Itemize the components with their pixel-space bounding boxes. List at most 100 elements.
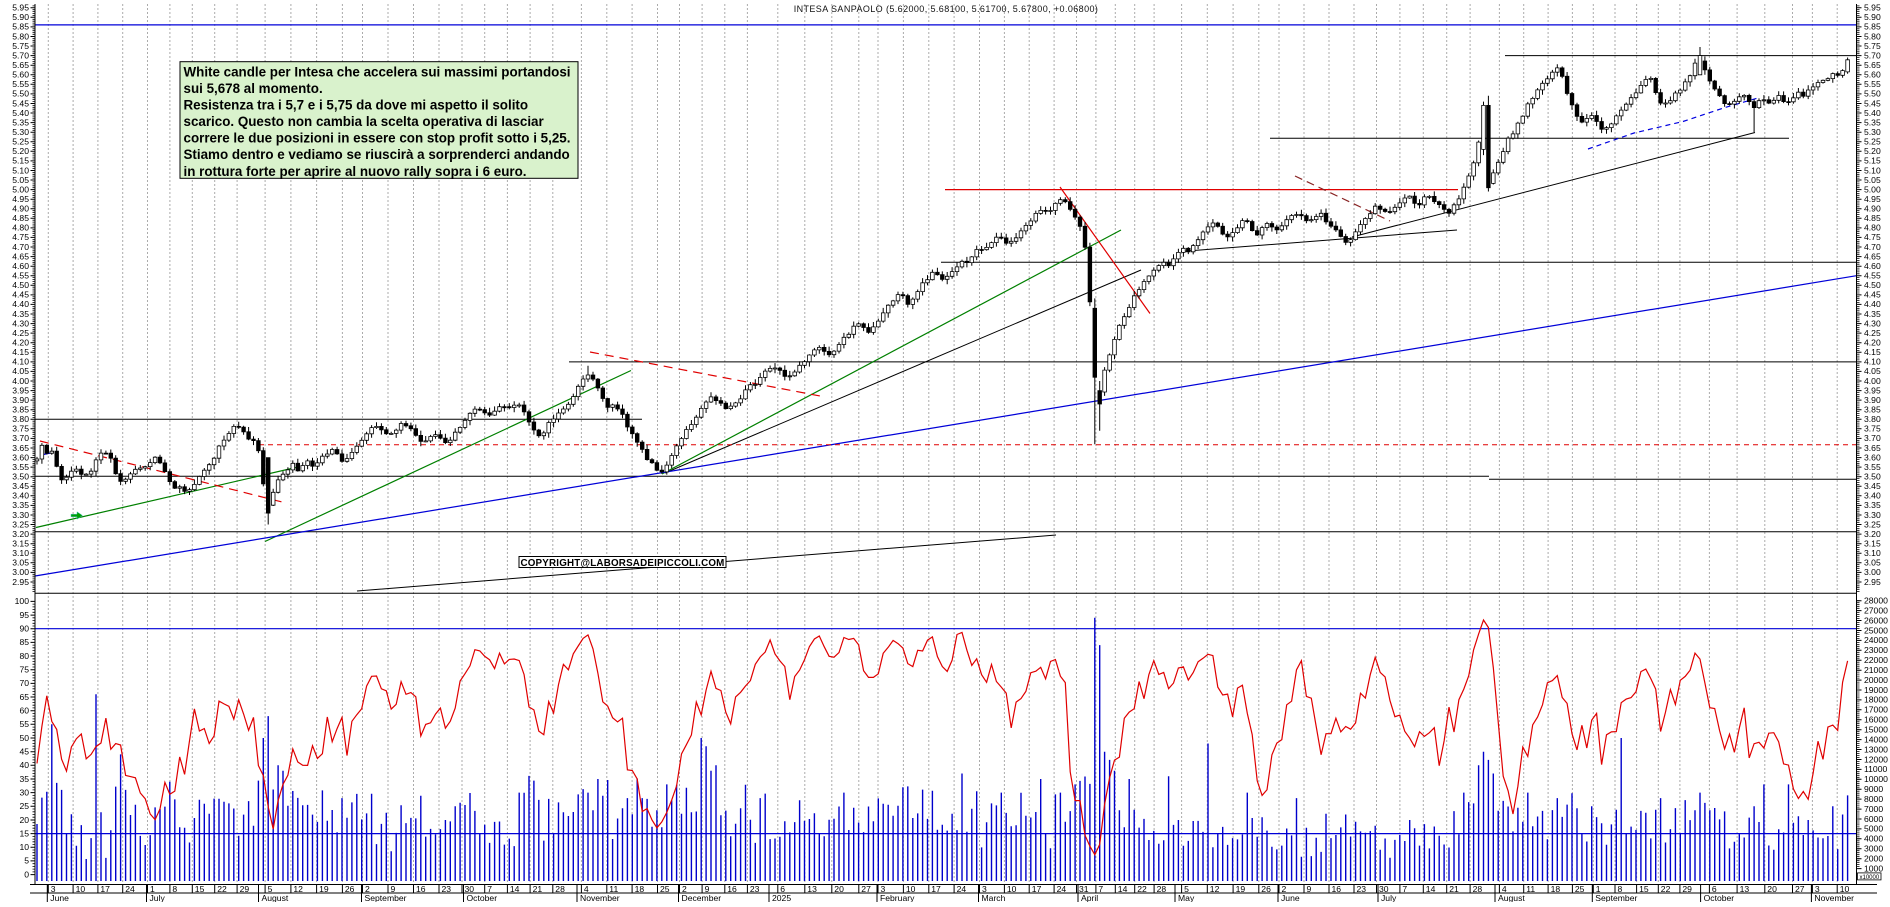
svg-text:3.80: 3.80 (1864, 414, 1881, 424)
svg-text:June: June (50, 893, 69, 902)
svg-text:2.95: 2.95 (12, 577, 29, 587)
svg-text:April: April (1081, 893, 1098, 902)
svg-text:3.55: 3.55 (1864, 462, 1881, 472)
svg-text:1: 1 (1596, 884, 1601, 894)
svg-text:5.75: 5.75 (1864, 41, 1881, 51)
svg-text:27000: 27000 (1864, 605, 1888, 615)
svg-text:35: 35 (19, 774, 29, 784)
svg-text:20: 20 (1767, 884, 1777, 894)
svg-text:3.00: 3.00 (1864, 567, 1881, 577)
svg-text:6000: 6000 (1864, 814, 1883, 824)
svg-text:21000: 21000 (1864, 665, 1888, 675)
svg-text:11: 11 (1526, 884, 1535, 894)
svg-text:4.65: 4.65 (12, 251, 29, 261)
svg-text:4.70: 4.70 (12, 242, 29, 252)
svg-text:5.85: 5.85 (12, 22, 29, 32)
svg-text:30: 30 (1379, 884, 1389, 894)
svg-text:13: 13 (1740, 884, 1750, 894)
svg-text:4.60: 4.60 (12, 261, 29, 271)
svg-text:in rottura forte per aprire al: in rottura forte per aprire al nuovo ral… (184, 164, 527, 179)
svg-text:5.50: 5.50 (1864, 89, 1881, 99)
svg-text:12: 12 (293, 884, 303, 894)
svg-text:10: 10 (76, 884, 86, 894)
svg-text:scarico. Questo non cambia la: scarico. Questo non cambia la scelta ope… (184, 114, 545, 129)
svg-text:13000: 13000 (1864, 744, 1888, 754)
svg-text:5.25: 5.25 (12, 137, 29, 147)
svg-text:4.20: 4.20 (1864, 338, 1881, 348)
svg-text:August: August (1498, 893, 1525, 902)
svg-text:18: 18 (635, 884, 645, 894)
svg-text:3.90: 3.90 (12, 395, 29, 405)
svg-text:5.90: 5.90 (12, 12, 29, 22)
svg-text:4.30: 4.30 (1864, 318, 1881, 328)
svg-text:15: 15 (195, 884, 205, 894)
svg-text:4.60: 4.60 (1864, 261, 1881, 271)
svg-text:4.10: 4.10 (12, 357, 29, 367)
svg-text:5.75: 5.75 (12, 41, 29, 51)
svg-text:4.15: 4.15 (12, 347, 29, 357)
svg-text:21: 21 (1449, 884, 1459, 894)
svg-text:23000: 23000 (1864, 645, 1888, 655)
svg-text:17000: 17000 (1864, 705, 1888, 715)
svg-text:10: 10 (1840, 884, 1850, 894)
svg-text:80: 80 (19, 651, 29, 661)
svg-text:3.10: 3.10 (12, 548, 29, 558)
svg-text:4.05: 4.05 (1864, 366, 1881, 376)
svg-text:17: 17 (1032, 884, 1042, 894)
svg-text:17: 17 (931, 884, 941, 894)
svg-text:4.95: 4.95 (1864, 194, 1881, 204)
svg-text:COPYRIGHT@LABORSADEIPICCOLI.CO: COPYRIGHT@LABORSADEIPICCOLI.COM (520, 558, 724, 569)
svg-text:3.45: 3.45 (1864, 481, 1881, 491)
svg-text:3.05: 3.05 (12, 558, 29, 568)
svg-text:40: 40 (19, 760, 29, 770)
svg-text:3.35: 3.35 (12, 500, 29, 510)
svg-text:25: 25 (660, 884, 670, 894)
svg-text:4.35: 4.35 (1864, 309, 1881, 319)
svg-text:15: 15 (19, 828, 29, 838)
svg-text:24: 24 (957, 884, 967, 894)
svg-text:4.40: 4.40 (1864, 299, 1881, 309)
svg-text:26000: 26000 (1864, 615, 1888, 625)
svg-text:4.45: 4.45 (12, 290, 29, 300)
svg-text:4.00: 4.00 (12, 376, 29, 386)
svg-text:5.80: 5.80 (12, 31, 29, 41)
svg-text:3.75: 3.75 (1864, 424, 1881, 434)
svg-text:15000: 15000 (1864, 725, 1888, 735)
svg-text:4.40: 4.40 (12, 299, 29, 309)
svg-text:19000: 19000 (1864, 685, 1888, 695)
svg-text:5.40: 5.40 (1864, 108, 1881, 118)
svg-text:3.35: 3.35 (1864, 500, 1881, 510)
svg-text:3.55: 3.55 (12, 462, 29, 472)
svg-text:24000: 24000 (1864, 635, 1888, 645)
svg-text:Stiamo dentro e vediamo se riu: Stiamo dentro e vediamo se riuscirà a so… (184, 147, 570, 162)
svg-text:23: 23 (442, 884, 452, 894)
svg-text:4.75: 4.75 (12, 232, 29, 242)
svg-text:5.70: 5.70 (12, 50, 29, 60)
svg-text:30: 30 (465, 884, 475, 894)
svg-text:February: February (880, 893, 915, 902)
svg-text:25: 25 (1575, 884, 1585, 894)
svg-text:45: 45 (19, 747, 29, 757)
svg-text:27: 27 (861, 884, 871, 894)
svg-text:August: August (262, 893, 289, 902)
svg-text:14: 14 (1118, 884, 1128, 894)
svg-text:2: 2 (365, 884, 370, 894)
svg-text:x10000: x10000 (1860, 875, 1880, 881)
svg-text:12: 12 (1210, 884, 1220, 894)
svg-text:18000: 18000 (1864, 695, 1888, 705)
svg-text:18: 18 (1551, 884, 1561, 894)
svg-text:24: 24 (1057, 884, 1067, 894)
svg-text:50: 50 (19, 733, 29, 743)
svg-text:4.90: 4.90 (1864, 204, 1881, 214)
svg-text:3: 3 (881, 884, 886, 894)
svg-text:4.85: 4.85 (1864, 213, 1881, 223)
svg-text:4.65: 4.65 (1864, 251, 1881, 261)
svg-text:4.90: 4.90 (12, 204, 29, 214)
svg-text:3.45: 3.45 (12, 481, 29, 491)
svg-text:5.15: 5.15 (12, 156, 29, 166)
svg-text:5.35: 5.35 (12, 117, 29, 127)
svg-text:5.40: 5.40 (12, 108, 29, 118)
svg-text:3.80: 3.80 (12, 414, 29, 424)
svg-text:4: 4 (584, 884, 589, 894)
svg-text:1: 1 (150, 884, 155, 894)
